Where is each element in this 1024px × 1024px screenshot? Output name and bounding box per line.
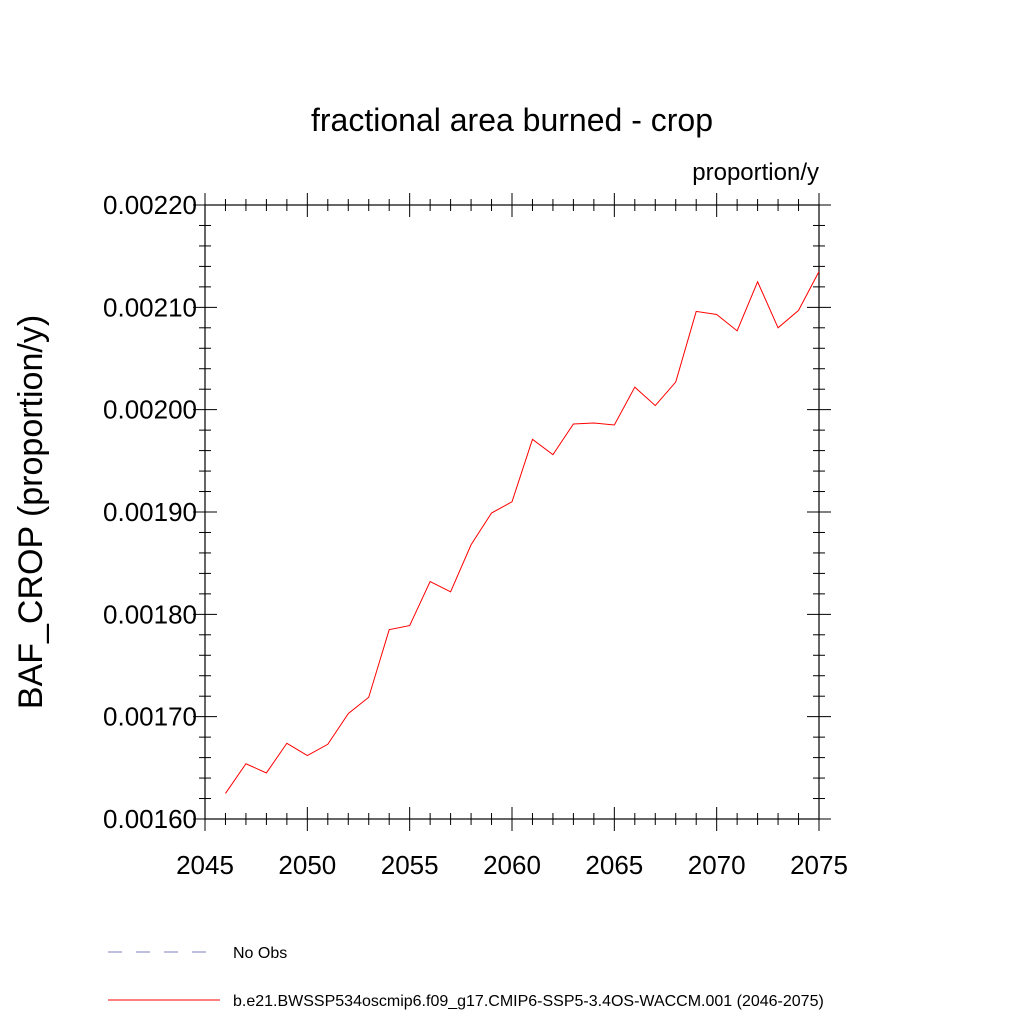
legend-label: No Obs [233,945,287,962]
x-tick-label: 2055 [381,850,439,880]
chart-title: fractional area burned - crop [311,102,713,138]
y-tick-label: 0.00190 [103,497,197,527]
x-tick-label: 2060 [483,850,541,880]
y-tick-label: 0.00210 [103,292,197,322]
legend-label: b.e21.BWSSP534oscmip6.f09_g17.CMIP6-SSP5… [233,993,824,1010]
series-layer [225,271,820,794]
x-tick-label: 2075 [790,850,848,880]
y-tick-label: 0.00220 [103,190,197,220]
y-tick-label: 0.00160 [103,804,197,834]
axis-tick-labels: 2045 2050 2055 2060 2065 2070 2075 0.00160 0.001… [103,190,848,880]
x-tick-label: 2065 [585,850,643,880]
x-tick-label: 2050 [278,850,336,880]
plot-frame [204,204,820,820]
x-tick-label: 2045 [176,850,234,880]
y-tick-label: 0.00180 [103,599,197,629]
axis-ticks [193,193,831,831]
series-line [225,271,820,794]
y-axis-label: BAF_CROP (proportion/y) [12,315,50,709]
x-tick-label: 2070 [688,850,746,880]
legend: No Obs b.e21.BWSSP534oscmip6.f09_g17.CMIP… [108,945,824,1010]
y-tick-label: 0.00200 [103,395,197,425]
units-label: proportion/y [692,159,819,186]
y-tick-label: 0.00170 [103,702,197,732]
